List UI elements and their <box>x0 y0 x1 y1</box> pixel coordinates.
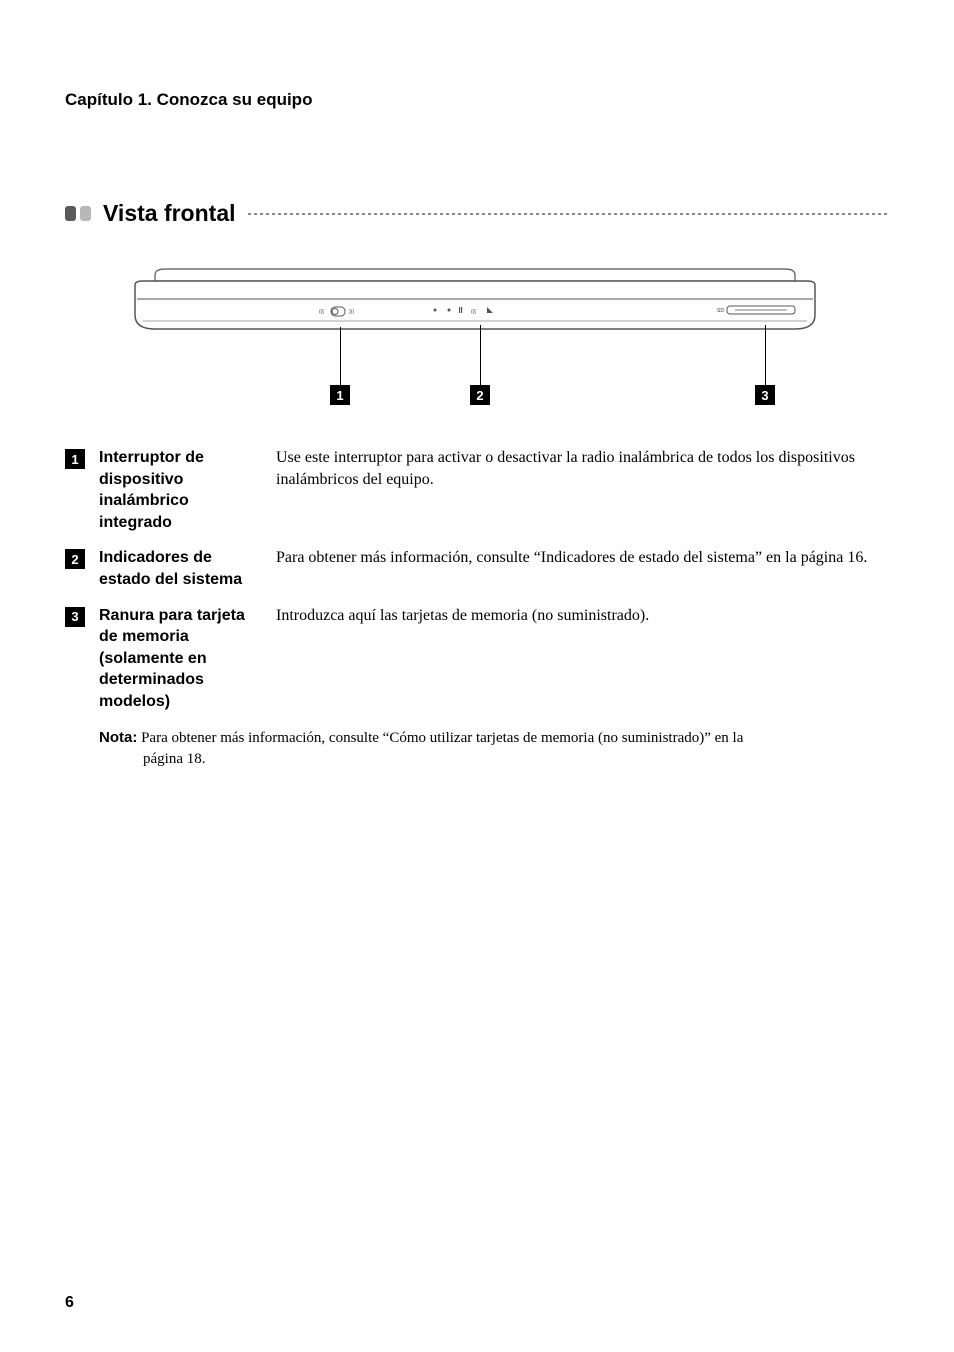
callout-label-1: 1 <box>330 385 350 405</box>
item-label: Indicadores de estado del sistema <box>99 547 264 590</box>
device-illustration: ((( ))) ((( SD <box>125 267 825 347</box>
svg-text:SD: SD <box>717 308 724 314</box>
note-block: Nota: Para obtener más información, cons… <box>99 727 889 770</box>
svg-text:(((: ((( <box>319 309 324 315</box>
item-row: 2 Indicadores de estado del sistema Para… <box>65 547 889 590</box>
item-row: 3 Ranura para tarjeta de memoria (solame… <box>65 605 889 713</box>
section-dash-rule <box>248 213 890 215</box>
item-number-badge: 2 <box>65 549 85 569</box>
item-description: Para obtener más información, consulte “… <box>276 547 867 569</box>
note-text-line1: Para obtener más información, consulte “… <box>141 730 743 746</box>
front-view-diagram: ((( ))) ((( SD 1 2 3 <box>125 267 825 407</box>
item-label: Interruptor de dispositivo inalámbrico i… <box>99 447 264 533</box>
note-text-line2: página 18. <box>143 749 889 770</box>
chapter-title: Capítulo 1. Conozca su equipo <box>65 90 889 110</box>
section-bullet-icon <box>65 206 91 221</box>
note-label: Nota: <box>99 729 137 746</box>
callout-label-3: 3 <box>755 385 775 405</box>
svg-text:))): ))) <box>349 309 354 315</box>
item-description: Use este interruptor para activar o desa… <box>276 447 889 490</box>
page-number: 6 <box>65 1294 74 1312</box>
callout-line-1 <box>340 327 341 385</box>
items-list: 1 Interruptor de dispositivo inalámbrico… <box>65 447 889 770</box>
item-row: 1 Interruptor de dispositivo inalámbrico… <box>65 447 889 533</box>
section-title: Vista frontal <box>103 200 236 227</box>
item-description: Introduzca aquí las tarjetas de memoria … <box>276 605 649 627</box>
callout-label-2: 2 <box>470 385 490 405</box>
callout-line-2 <box>480 325 481 385</box>
section-heading-row: Vista frontal <box>65 200 889 227</box>
item-number-badge: 1 <box>65 449 85 469</box>
svg-text:(((: ((( <box>471 309 476 315</box>
callout-line-3 <box>765 325 766 385</box>
item-label: Ranura para tarjeta de memoria (solament… <box>99 605 264 713</box>
item-number-badge: 3 <box>65 607 85 627</box>
